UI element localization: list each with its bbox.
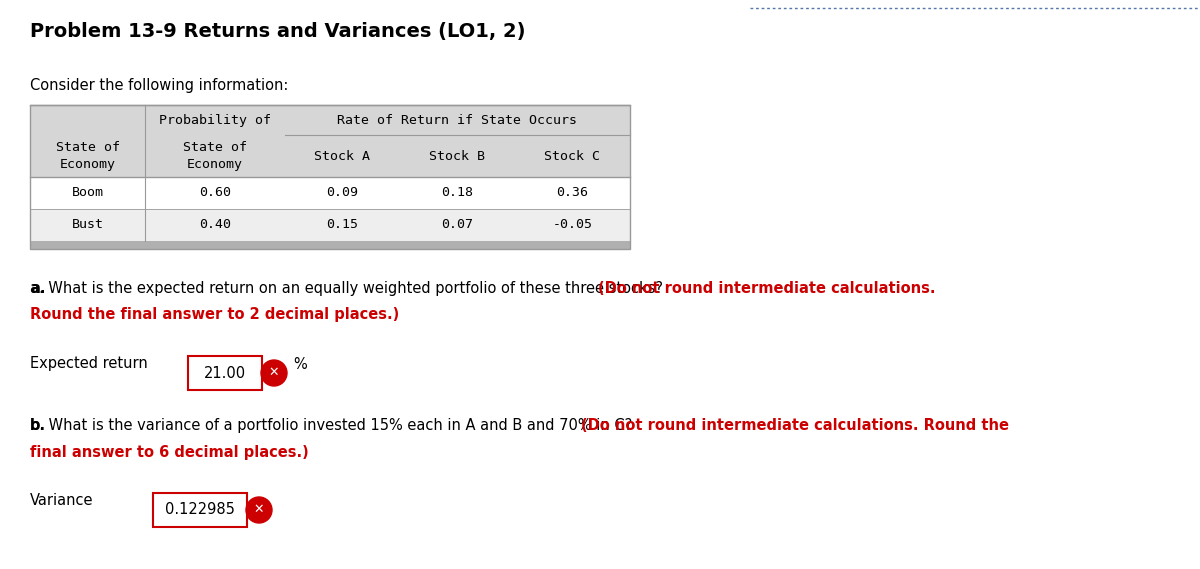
Text: Variance: Variance [30,493,94,508]
Text: %: % [293,357,307,372]
Text: 0.15: 0.15 [326,218,359,232]
Text: b.: b. [30,418,46,433]
Text: 0.122985: 0.122985 [166,502,235,517]
Text: ✕: ✕ [253,502,264,516]
Text: -0.05: -0.05 [552,218,593,232]
Text: (Do not round intermediate calculations. Round the: (Do not round intermediate calculations.… [581,418,1009,433]
Text: 21.00: 21.00 [204,365,246,381]
Text: a.: a. [30,281,46,296]
Text: Round the final answer to 2 decimal places.): Round the final answer to 2 decimal plac… [30,307,400,323]
Text: Boom: Boom [72,187,103,200]
Text: 0.36: 0.36 [557,187,588,200]
FancyBboxPatch shape [30,105,630,177]
Text: Probability of: Probability of [158,113,271,126]
Text: ✕: ✕ [269,365,280,378]
FancyBboxPatch shape [154,493,247,527]
FancyBboxPatch shape [30,209,630,241]
Text: Expected return: Expected return [30,356,148,371]
FancyBboxPatch shape [188,356,262,390]
Text: 0.60: 0.60 [199,187,230,200]
Text: Rate of Return if State Occurs: Rate of Return if State Occurs [337,113,577,126]
Text: State of
Economy: State of Economy [182,141,247,171]
FancyBboxPatch shape [30,241,630,249]
Text: 0.09: 0.09 [326,187,359,200]
Text: 0.40: 0.40 [199,218,230,232]
Circle shape [246,497,272,523]
FancyBboxPatch shape [30,177,630,209]
Text: Problem 13-9 Returns and Variances (LO1, 2): Problem 13-9 Returns and Variances (LO1,… [30,22,526,41]
Text: b. What is the variance of a portfolio invested 15% each in A and B and 70% in C: b. What is the variance of a portfolio i… [30,418,637,433]
Text: Consider the following information:: Consider the following information: [30,78,288,93]
Text: final answer to 6 decimal places.): final answer to 6 decimal places.) [30,444,308,460]
Text: State of
Economy: State of Economy [55,141,120,171]
Text: (Do not round intermediate calculations.: (Do not round intermediate calculations. [598,281,936,296]
Text: Stock A: Stock A [314,150,371,163]
Text: Bust: Bust [72,218,103,232]
Text: 0.18: 0.18 [442,187,474,200]
Text: Stock C: Stock C [545,150,600,163]
Text: 0.07: 0.07 [442,218,474,232]
Text: Stock B: Stock B [430,150,486,163]
Circle shape [262,360,287,386]
Text: a. What is the expected return on an equally weighted portfolio of these three s: a. What is the expected return on an equ… [30,281,667,296]
